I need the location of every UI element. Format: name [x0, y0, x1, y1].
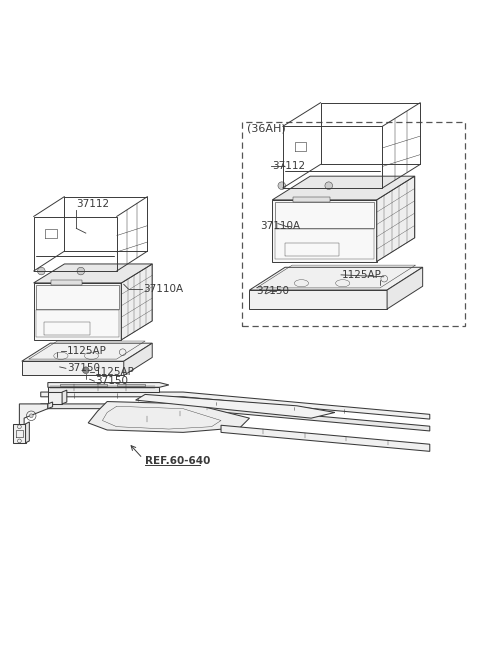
Polygon shape: [377, 176, 415, 262]
Polygon shape: [62, 390, 67, 404]
Polygon shape: [48, 387, 159, 392]
Text: 37110A: 37110A: [143, 284, 183, 294]
Polygon shape: [136, 394, 335, 418]
Text: 37112: 37112: [76, 199, 109, 209]
Circle shape: [83, 367, 89, 373]
Polygon shape: [387, 267, 423, 309]
Circle shape: [29, 414, 33, 418]
Polygon shape: [117, 384, 145, 386]
Text: 37110A: 37110A: [261, 221, 300, 231]
Polygon shape: [34, 283, 121, 340]
Circle shape: [325, 182, 333, 190]
Polygon shape: [121, 264, 152, 340]
Circle shape: [54, 346, 60, 352]
Polygon shape: [124, 343, 152, 375]
Polygon shape: [88, 401, 250, 432]
Text: REF.60-640: REF.60-640: [145, 456, 211, 466]
Text: 37150: 37150: [257, 286, 289, 296]
Polygon shape: [250, 290, 387, 309]
Text: 1125AP: 1125AP: [96, 367, 135, 377]
Polygon shape: [51, 279, 82, 285]
Polygon shape: [272, 176, 415, 200]
Polygon shape: [48, 382, 169, 387]
Polygon shape: [13, 424, 25, 443]
Polygon shape: [250, 267, 423, 290]
Polygon shape: [41, 392, 430, 419]
Polygon shape: [25, 422, 29, 443]
Text: 37150: 37150: [96, 376, 128, 386]
Polygon shape: [221, 425, 430, 451]
Polygon shape: [272, 200, 377, 262]
Polygon shape: [48, 402, 53, 409]
Text: 37150: 37150: [67, 363, 100, 373]
Text: 1125AP: 1125AP: [67, 346, 107, 356]
Circle shape: [77, 267, 84, 275]
Polygon shape: [41, 404, 430, 431]
Polygon shape: [48, 392, 62, 404]
Polygon shape: [293, 197, 330, 202]
Polygon shape: [34, 264, 152, 283]
Circle shape: [278, 182, 286, 190]
Text: (36AH): (36AH): [247, 124, 286, 134]
Polygon shape: [22, 343, 152, 361]
Text: 1125AP: 1125AP: [342, 270, 382, 280]
Polygon shape: [22, 361, 124, 375]
Bar: [242, 121, 466, 325]
Polygon shape: [60, 384, 107, 386]
Circle shape: [37, 267, 45, 275]
Text: 37112: 37112: [272, 161, 305, 171]
Circle shape: [377, 274, 384, 280]
Polygon shape: [19, 404, 48, 425]
